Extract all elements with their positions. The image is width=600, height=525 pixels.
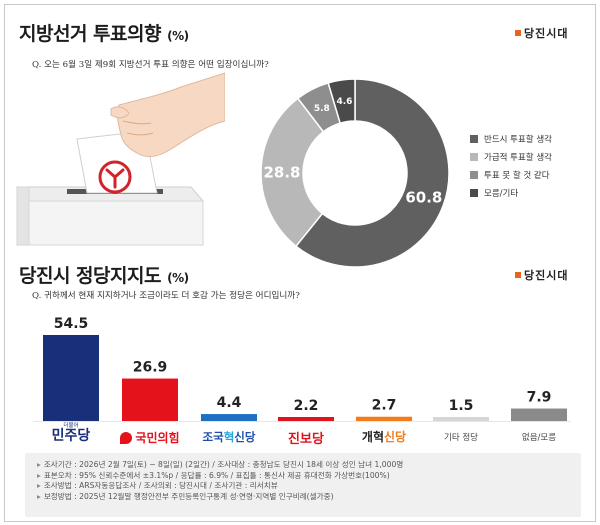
survey-methodology-box: ▸ 조사기간 : 2026년 2월 7일(토) ~ 8일(일) (2일간) / 조… (25, 453, 581, 517)
donut-slice (327, 78, 356, 125)
legend-swatch (470, 171, 478, 179)
bar (356, 416, 412, 421)
brand-mark-icon (515, 30, 521, 36)
party-label-progressive: 진보당 (288, 432, 324, 447)
donut-value-label: 60.8 (405, 189, 442, 207)
methodology-line: ▸ 조사기간 : 2026년 2월 7일(토) ~ 8일(일) (2일간) / 조… (37, 460, 404, 469)
bar-value-label: 1.5 (449, 398, 474, 414)
bar-value-label: 26.9 (133, 360, 168, 376)
donut-slice (294, 78, 450, 268)
turnout-donut-chart: 60.8 28.8 5.8 4.6 (260, 78, 450, 268)
arrow-icon: ▸ (37, 481, 41, 490)
legend-item-certain: 반드시 투표할 생각 (470, 130, 552, 148)
donut-value-label: 4.6 (337, 97, 353, 107)
bar (122, 378, 178, 421)
bar (201, 414, 257, 421)
party-label-reform: 개혁신당 (361, 430, 407, 444)
legend-swatch (470, 153, 478, 161)
bar (278, 417, 334, 421)
donut-value-label: 5.8 (314, 104, 330, 114)
donut-legend: 반드시 투표할 생각 가급적 투표할 생각 투표 못 할 것 같다 모름/기타 (470, 130, 552, 202)
section1-unit: (%) (167, 29, 189, 43)
methodology-line: ▸ 보정방법 : 2025년 12월말 행정안전부 주민등록인구통계 성·연령·지… (37, 491, 334, 501)
bar (43, 335, 99, 421)
donut-value-label: 28.8 (263, 163, 300, 181)
party-label-rebuilding-korea: 조국혁신당 (202, 430, 256, 444)
brand-logo-bottom: 당진시대 (515, 267, 568, 283)
brand-logo-top: 당진시대 (515, 25, 568, 41)
methodology-line: ▸ 표본오차 : 95% 신뢰수준에서 ±3.1%p / 응답률 : 6.9% /… (37, 470, 390, 480)
bar (433, 417, 489, 421)
party-label-none: 없음/모름 (521, 433, 557, 443)
legend-item-unlikely: 투표 못 할 것 같다 (470, 166, 552, 184)
bar-value-label: 54.5 (54, 316, 89, 332)
legend-item-unknown: 모름/기타 (470, 184, 552, 202)
bar-value-label: 2.7 (372, 398, 397, 414)
bar-value-label: 7.9 (527, 390, 552, 406)
party-label-other: 기타 정당 (444, 433, 478, 443)
bar (511, 408, 567, 421)
section2-unit: (%) (167, 271, 189, 285)
bar-value-label: 2.2 (294, 398, 319, 414)
ppp-logo-icon (120, 431, 133, 444)
party-label-ppp: 국민의힘 (111, 429, 189, 446)
party-support-bar-chart: 54.5 26.9 4.4 2.2 2.7 1.5 7.9 (33, 316, 571, 422)
brand-mark-icon (515, 272, 521, 278)
arrow-icon: ▸ (37, 460, 41, 469)
ballot-illustration (15, 72, 225, 246)
arrow-icon: ▸ (37, 470, 41, 480)
section1-title: 지방선거 투표의향 (%) (19, 23, 189, 45)
party-label-democratic: 더불어 민주당 (51, 423, 91, 444)
legend-swatch (470, 135, 478, 143)
donut-slice (260, 97, 325, 248)
section1-question: Q. 오는 6월 3일 제9회 지방선거 투표 의향은 어떤 입장이십니까? (32, 60, 269, 70)
section2-question: Q. 귀하께서 현재 지지하거나 조금이라도 더 호감 가는 정당은 어디입니까… (32, 291, 300, 301)
methodology-line: ▸ 조사방법 : ARS자동응답조사 / 조사의뢰 : 당진시대 / 조사기관 :… (37, 481, 278, 490)
section2-title: 당진시 정당지지도 (%) (19, 265, 189, 287)
legend-item-likely: 가급적 투표할 생각 (470, 148, 552, 166)
legend-swatch (470, 189, 478, 197)
bar-value-label: 4.4 (217, 395, 242, 411)
arrow-icon: ▸ (37, 491, 41, 501)
infographic: 지방선거 투표의향 (%) 당진시대 Q. 오는 6월 3일 제9회 지방선거 … (4, 4, 596, 522)
